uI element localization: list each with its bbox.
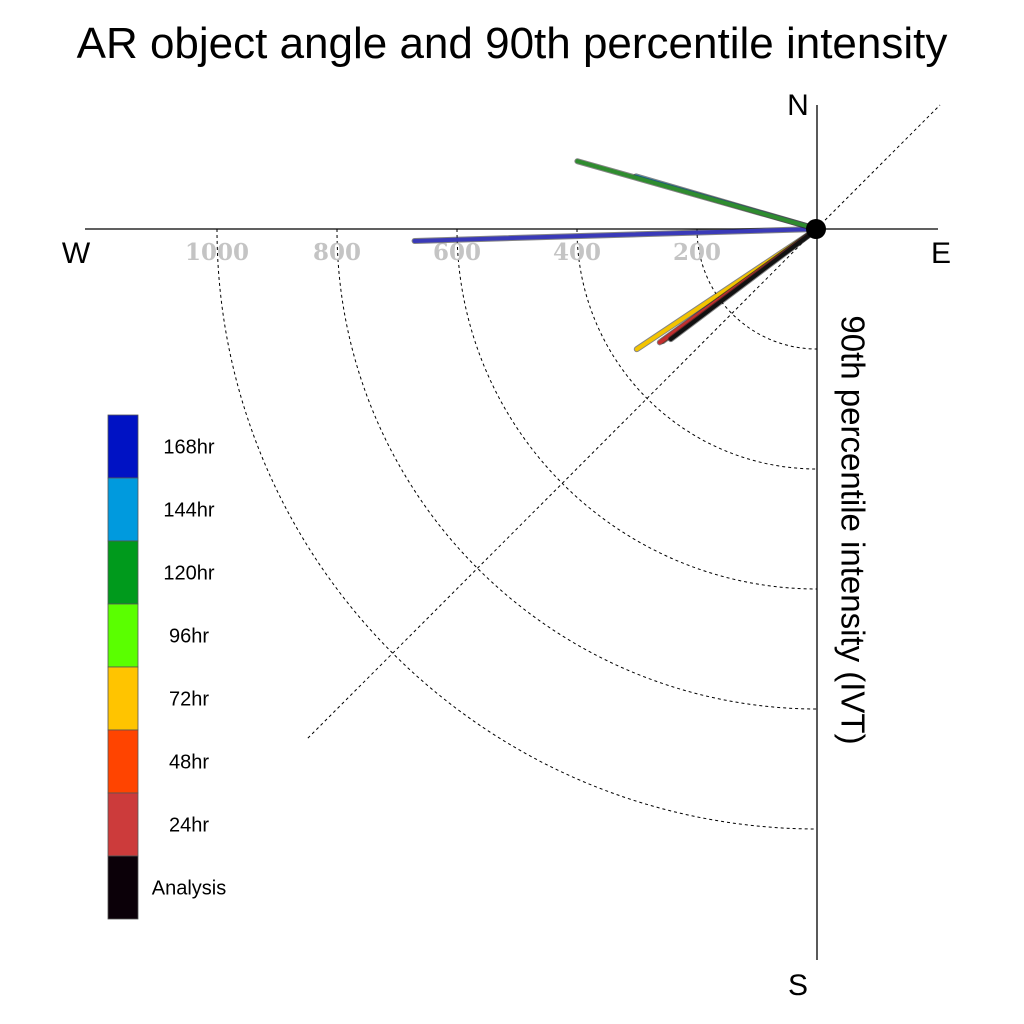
legend-swatch-analysis xyxy=(107,855,139,920)
legend-swatch-144hr xyxy=(107,477,139,542)
polar-grid xyxy=(216,104,941,830)
legend-swatch-72hr xyxy=(107,666,139,731)
radial-tick-label: 800 xyxy=(313,239,361,266)
legend-swatch-96hr xyxy=(107,603,139,668)
radial-ring-400 xyxy=(576,228,818,470)
legend-label-168hr: 168hr xyxy=(163,437,214,459)
legend-swatch-168hr xyxy=(107,414,139,479)
legend-label-72hr: 72hr xyxy=(169,689,209,711)
legend-label-96hr: 96hr xyxy=(169,626,209,648)
legend-label-24hr: 24hr xyxy=(169,815,209,837)
series-line-120hr xyxy=(575,159,819,231)
origin-dot xyxy=(806,219,826,239)
radial-ring-600 xyxy=(456,228,818,590)
legend-label-48hr: 48hr xyxy=(169,752,209,774)
compass-west: W xyxy=(62,237,91,270)
radial-tick-labels: 200 400 600 800 1000 xyxy=(185,239,721,266)
y-axis-label: 90th percentile intensity (IVT) xyxy=(834,315,871,744)
compass-south: S xyxy=(788,969,808,1002)
radial-tick-label: 600 xyxy=(433,239,481,266)
legend-swatch-48hr xyxy=(107,729,139,794)
series-line-analysis xyxy=(668,227,819,342)
radial-ring-1000 xyxy=(216,228,818,830)
legend-label-120hr: 120hr xyxy=(163,563,214,585)
radial-tick-label: 200 xyxy=(673,239,721,266)
legend-swatch-120hr xyxy=(107,540,139,605)
compass-east: E xyxy=(931,237,951,270)
radial-tick-label: 1000 xyxy=(185,239,249,266)
legend-label-144hr: 144hr xyxy=(163,500,214,522)
diagonal-reference-line xyxy=(307,104,941,739)
series-line-168hr xyxy=(412,227,819,243)
chart-title: AR object angle and 90th percentile inte… xyxy=(77,19,948,68)
radial-tick-label: 400 xyxy=(553,239,601,266)
legend-label-analysis: Analysis xyxy=(152,878,226,900)
radial-ring-200 xyxy=(696,228,818,350)
series-lines xyxy=(411,158,820,353)
legend: 168hr 144hr 120hr 96hr 72hr 48hr 24hr Analysis xyxy=(107,414,226,920)
legend-swatch-24hr xyxy=(107,792,139,857)
compass-north: N xyxy=(787,89,809,122)
